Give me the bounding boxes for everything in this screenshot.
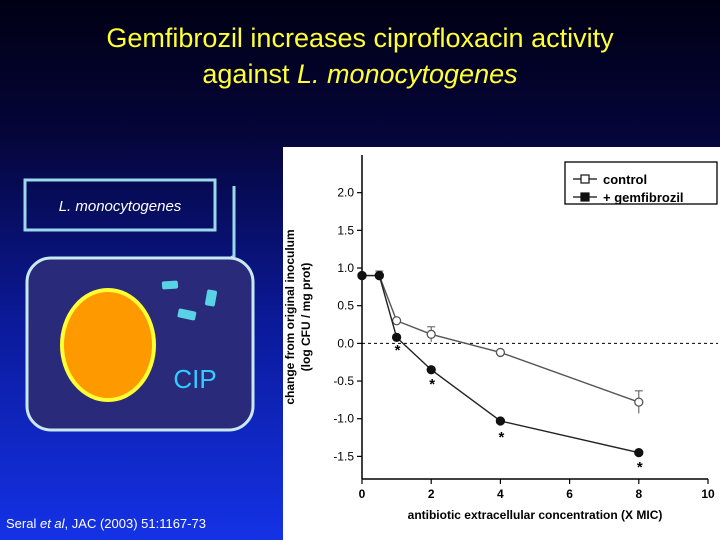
legend-label: + gemfibrozil [603, 190, 684, 205]
significance-star: * [637, 459, 643, 476]
data-point-gemfibrozil [634, 447, 644, 458]
line-chart: 2.0 1.5 1.0 0.5 0.0 -0.5 -1.0 -1.5 0 2 4 6 8 10 antibi… [283, 147, 720, 540]
title-line-2: against L. monocytogenes [0, 56, 720, 92]
y-tick-label: -1.0 [333, 412, 354, 426]
title-line-1: Gemfibrozil increases ciprofloxacin acti… [106, 23, 614, 53]
slide-title: Gemfibrozil increases ciprofloxacin acti… [0, 20, 720, 92]
x-axis-label: antibiotic extracellular concentration (… [408, 508, 663, 522]
drug-label: CIP [173, 364, 216, 394]
legend-label: control [603, 172, 647, 187]
legend-marker [580, 174, 590, 184]
title-organism: L. monocytogenes [296, 59, 518, 89]
significance-star: * [498, 429, 504, 446]
citation-journal: , JAC (2003) 51:1167-73 [64, 516, 206, 531]
citation-et-al: et al [39, 516, 65, 531]
x-tick-label: 6 [566, 487, 573, 501]
title-line-2-prefix: against [202, 59, 297, 89]
bacterium-label: L. monocytogenes [59, 198, 182, 215]
bacterium-1 [161, 280, 179, 290]
data-point-control [426, 329, 436, 339]
y-axis-label-line-2: (log CFU / mg prot) [299, 263, 313, 372]
citation: Seral et al, JAC (2003) 51:1167-73 [6, 516, 206, 531]
y-axis-label-line-1: change from original inoculum [283, 229, 297, 404]
y-tick-label: 2.0 [337, 186, 354, 200]
bacterium-2 [205, 289, 217, 307]
y-tick-label: -0.5 [333, 374, 354, 388]
x-tick-label: 4 [497, 487, 504, 501]
data-point-gemfibrozil [374, 270, 384, 281]
bacterium-label-box [23, 178, 217, 232]
cell-nucleus [60, 288, 156, 402]
data-point-control [391, 316, 402, 326]
x-tick-label: 10 [701, 487, 715, 501]
data-point-gemfibrozil [391, 332, 402, 342]
x-tick-label: 2 [428, 487, 435, 501]
x-tick-label: 8 [635, 487, 642, 501]
data-point-gemfibrozil [357, 270, 367, 281]
data-point-control [634, 397, 644, 407]
bacterium-3 [177, 308, 197, 321]
significance-star: * [395, 342, 401, 359]
legend-marker [580, 192, 590, 202]
y-tick-label: 1.5 [337, 223, 354, 237]
series-line-control [362, 274, 640, 403]
series-line-gemfibrozil [362, 274, 639, 454]
y-tick-label: 0.5 [337, 299, 354, 313]
data-point-control [495, 347, 506, 358]
citation-author: Seral [6, 516, 40, 531]
cell-diagram: L. monocytogenes CIP [23, 178, 255, 432]
data-point-gemfibrozil [495, 416, 506, 426]
data-point-gemfibrozil [426, 365, 436, 375]
y-tick-label: 1.0 [337, 261, 354, 275]
y-tick-label: 0.0 [337, 336, 354, 350]
x-tick-label: 0 [359, 487, 366, 501]
significance-star: * [429, 376, 435, 393]
y-tick-label: -1.5 [333, 449, 354, 463]
